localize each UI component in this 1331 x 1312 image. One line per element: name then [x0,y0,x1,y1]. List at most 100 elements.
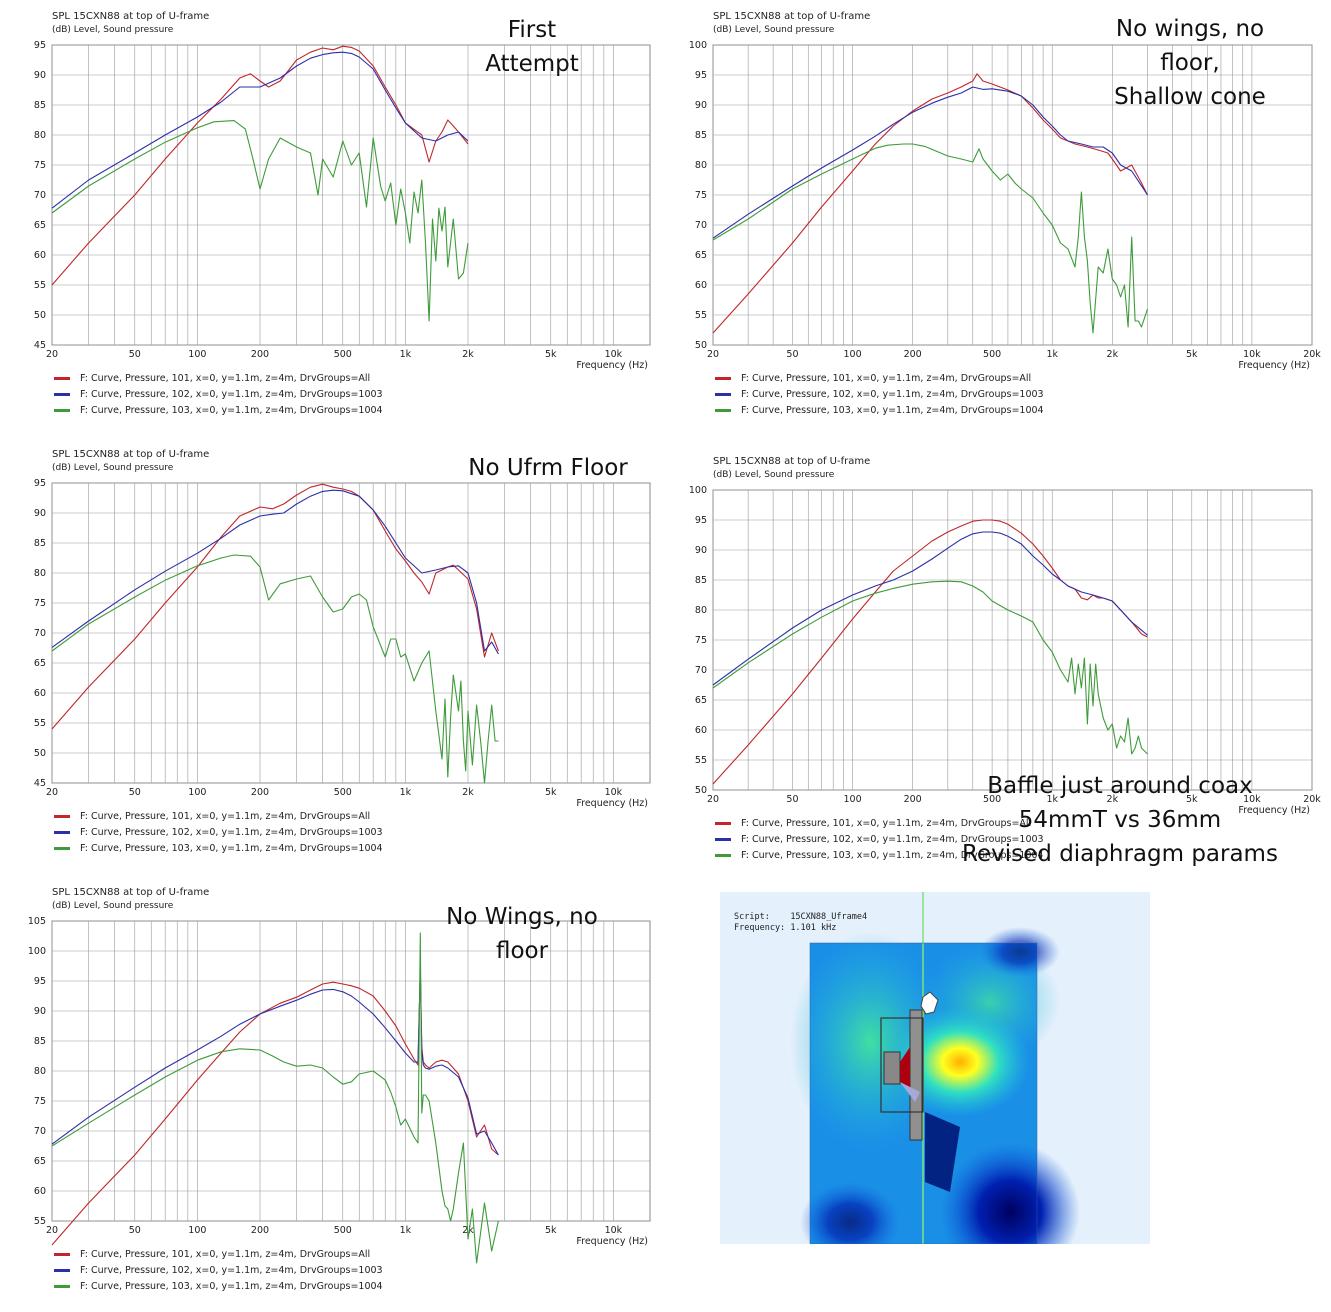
annotation-line: No Wings, no [446,904,598,930]
x-tick-label: 500 [334,787,352,798]
x-tick-label: 100 [843,349,861,360]
x-tick-label: 2k [462,1225,474,1236]
legend-entry: F: Curve, Pressure, 101, x=0, y=1.1m, z=… [715,373,1031,384]
y-tick-label: 55 [34,718,46,729]
legend-swatch [54,409,70,412]
x-tick-label: 2k [1107,349,1119,360]
x-tick-label: 200 [904,794,922,805]
x-tick-label: 1k [400,349,412,360]
y-tick-label: 65 [695,695,707,706]
y-tick-label: 95 [695,515,707,526]
sim-frequency-value: 1.101 kHz [790,923,837,933]
series-line-1 [712,73,1148,334]
y-tick-label: 95 [695,70,707,81]
chart-subtitle: (dB) Level, Sound pressure [713,25,835,35]
field-dark-notch [925,1112,960,1192]
legend-label: F: Curve, Pressure, 103, x=0, y=1.1m, z=… [80,843,383,854]
y-tick-label: 70 [695,665,707,676]
legend-entry: F: Curve, Pressure, 102, x=0, y=1.1m, z=… [54,1265,383,1276]
y-tick-label: 50 [695,785,707,796]
y-tick-label: 45 [34,340,46,351]
field-hot-lobe [890,1007,1030,1117]
y-tick-label: 60 [34,688,46,699]
series-line-2 [712,531,1148,686]
legend-label: F: Curve, Pressure, 102, x=0, y=1.1m, z=… [80,389,383,400]
legend-entry: F: Curve, Pressure, 101, x=0, y=1.1m, z=… [715,818,1031,829]
field-cool-lobe [980,927,1060,977]
x-axis-label: Frequency (Hz) [576,1236,648,1247]
chart-subtitle: (dB) Level, Sound pressure [52,901,174,911]
y-tick-label: 80 [34,568,46,579]
legend-swatch [715,822,731,825]
plot-area: 55 60 65 70 75 80 85 90 95 100 105 20 50 100 200 500 1k 2… [28,916,651,1264]
annotation-line: No wings, no [1115,16,1265,42]
x-tick-label: 2k [462,349,474,360]
sim-script-label: Script: [734,912,770,922]
x-tick-label: 10k [605,1225,623,1236]
y-tick-label: 55 [695,755,707,766]
x-tick-label: 5k [1186,794,1198,805]
annotation-line: floor [495,938,549,964]
legend-label: F: Curve, Pressure, 102, x=0, y=1.1m, z=… [80,827,383,838]
x-tick-label: 1k [1046,794,1058,805]
field-cool-lobe [940,1142,1080,1244]
driver-magnet [883,1051,901,1085]
chart-title: SPL 15CXN88 at top of U-frame [713,11,871,22]
y-tick-label: 90 [34,70,46,81]
y-tick-label: 60 [34,1186,46,1197]
annotation-line: First [507,17,557,43]
legend-swatch [54,831,70,834]
annotation-baffle-coax: Baffle just around coax 54mmT vs 36mm Re… [950,769,1290,871]
x-tick-label: 500 [983,794,1001,805]
legend-label: F: Curve, Pressure, 101, x=0, y=1.1m, z=… [80,1249,371,1260]
y-tick-label: 65 [34,1156,46,1167]
x-tick-label: 20k [1303,794,1321,805]
x-axis-label: Frequency (Hz) [576,360,648,371]
legend-label: F: Curve, Pressure, 101, x=0, y=1.1m, z=… [741,818,1032,829]
series-line-2 [51,489,499,655]
chart-plot: 45 50 55 60 65 70 75 80 85 90 95 20 50 100 200 500 1k 2k 5… [34,40,651,371]
legend-swatch [715,854,731,857]
plot-area: 45 50 55 60 65 70 75 80 85 90 95 20 50 100 200 500 1k 2k 5… [34,40,651,371]
x-tick-label: 5k [1186,349,1198,360]
y-tick-label: 90 [695,545,707,556]
legend-swatch [715,838,731,841]
y-tick-label: 90 [34,508,46,519]
y-tick-label: 90 [695,100,707,111]
y-tick-label: 65 [695,250,707,261]
x-tick-label: 20 [707,349,719,360]
legend-entry: F: Curve, Pressure, 103, x=0, y=1.1m, z=… [54,1281,383,1292]
x-tick-label: 20 [46,787,58,798]
y-tick-label: 60 [695,280,707,291]
x-tick-label: 500 [983,349,1001,360]
legend-swatch [715,377,731,380]
x-tick-label: 5k [545,1225,557,1236]
legend-label: F: Curve, Pressure, 103, x=0, y=1.1m, z=… [80,405,383,416]
x-tick-label: 50 [129,1225,141,1236]
annotation-line: Shallow cone [1114,84,1266,110]
y-tick-label: 60 [34,250,46,261]
y-tick-label: 55 [695,310,707,321]
chart-subtitle: (dB) Level, Sound pressure [52,463,174,473]
x-tick-label: 1k [400,1225,412,1236]
legend-swatch [54,393,70,396]
legend-label: F: Curve, Pressure, 101, x=0, y=1.1m, z=… [741,373,1032,384]
y-tick-label: 65 [34,220,46,231]
legend-swatch [54,377,70,380]
x-tick-label: 50 [129,349,141,360]
legend-label: F: Curve, Pressure, 102, x=0, y=1.1m, z=… [741,389,1044,400]
legend-label: F: Curve, Pressure, 102, x=0, y=1.1m, z=… [80,1265,383,1276]
simulation-pressure-field: Script: 15CXN88_Uframe4 Frequency: 1.101… [720,892,1150,1244]
chart-title: SPL 15CXN88 at top of U-frame [713,456,871,467]
frame-outline [880,1017,924,1113]
field-border [809,942,1038,1244]
y-tick-label: 60 [695,725,707,736]
y-tick-label: 75 [34,598,46,609]
x-tick-label: 5k [545,349,557,360]
driver-cone [900,1047,910,1092]
y-tick-label: 95 [34,478,46,489]
y-tick-label: 50 [695,340,707,351]
y-tick-label: 75 [695,635,707,646]
baffle-shape [909,1009,923,1141]
